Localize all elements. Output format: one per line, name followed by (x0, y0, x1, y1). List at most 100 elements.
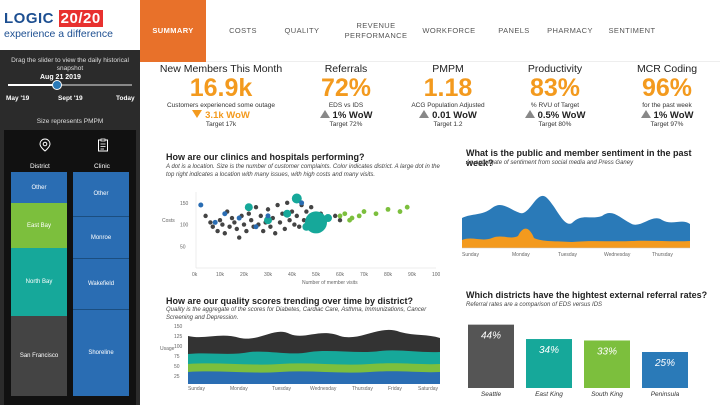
scatter-point[interactable] (215, 228, 220, 234)
scatter-chart[interactable]: Costs Number of member visits 0k 10k 20k 30… (160, 190, 440, 290)
kpi-productivity[interactable]: Productivity 83% % RVU of Target 0.5% Wo… (508, 63, 602, 128)
scatter-point[interactable] (237, 235, 242, 240)
district-column-label: District (30, 163, 50, 170)
scatter-point[interactable] (222, 211, 228, 217)
scatter-point[interactable] (210, 224, 215, 229)
district-other[interactable]: Other (11, 172, 67, 203)
scatter-point[interactable] (264, 216, 272, 225)
scatter-point[interactable] (244, 203, 253, 212)
scatter-point[interactable] (309, 205, 314, 210)
scatter-point[interactable] (305, 211, 327, 234)
scatter-point[interactable] (277, 220, 283, 225)
scatter-point[interactable] (294, 213, 299, 219)
referral-bar[interactable] (584, 340, 630, 388)
scatter-point[interactable] (342, 211, 348, 217)
slider-handle[interactable] (52, 80, 62, 90)
scatter-point[interactable] (273, 231, 278, 236)
scatter-point[interactable] (249, 218, 254, 223)
clinic-shoreline[interactable]: Shoreline (73, 310, 129, 396)
referral-category-label: East King (535, 391, 563, 398)
scatter-point[interactable] (253, 224, 259, 230)
kpi-new-members[interactable]: New Members This Month 16.9k Customers e… (158, 63, 284, 128)
kpi-pmpm[interactable]: PMPM 1.18 ACG Population Adjusted 0.01 W… (400, 63, 496, 128)
quality-chart[interactable]: 150 125 100 75 50 25 Usage Sunday Monday… (160, 322, 450, 400)
scatter-point[interactable] (212, 219, 218, 225)
scatter-point[interactable] (232, 220, 237, 225)
tab-sentiment[interactable]: SENTIMENT (608, 26, 656, 35)
scatter-point[interactable] (404, 204, 410, 210)
scatter-point[interactable] (287, 218, 292, 223)
kpi-value: 83% (529, 74, 581, 102)
scatter-point[interactable] (397, 209, 403, 214)
scatter-point[interactable] (229, 215, 235, 221)
scatter-point[interactable] (208, 220, 213, 225)
scatter-point[interactable] (283, 209, 292, 218)
sentiment-chart[interactable]: Sunday Monday Tuesday Wednesday Thursday (462, 168, 692, 260)
scatter-point[interactable] (265, 213, 271, 219)
scatter-y-tick: 100 (180, 223, 189, 229)
scatter-point[interactable] (385, 206, 391, 212)
kpi-title: New Members This Month (159, 63, 283, 75)
clinic-monroe[interactable]: Monroe (73, 217, 129, 259)
scatter-point[interactable] (246, 211, 251, 216)
down-arrow-icon (192, 110, 203, 118)
scatter-point[interactable] (222, 231, 227, 236)
tab-costs[interactable]: COSTS (229, 26, 257, 35)
scatter-point[interactable] (292, 222, 297, 227)
scatter-point[interactable] (236, 215, 242, 221)
scatter-point[interactable] (299, 200, 305, 206)
scatter-point[interactable] (241, 222, 247, 227)
tab-quality[interactable]: QUALITY (284, 26, 320, 35)
tab-summary[interactable]: SUMMARY (140, 0, 206, 62)
scatter-x-tick: 60k (336, 272, 345, 278)
scatter-point[interactable] (220, 222, 225, 227)
scatter-point[interactable] (337, 218, 343, 223)
scatter-point[interactable] (217, 218, 223, 223)
scatter-point[interactable] (333, 213, 338, 219)
scatter-point[interactable] (356, 213, 362, 219)
tab-revenue-performance[interactable]: REVENUE PERFORMANCE (344, 21, 408, 40)
scatter-point[interactable] (302, 222, 311, 231)
referral-bar-chart[interactable]: 44% Seattle 34% East King 33% South King 25% Pe… (462, 310, 716, 405)
scatter-point[interactable] (268, 224, 273, 229)
kpi-target: Target 72% (329, 121, 363, 128)
referral-bar[interactable] (468, 324, 514, 388)
kpi-referrals[interactable]: Referrals 72% EDS vs IDS 1% WoW Target 7… (300, 63, 392, 128)
scatter-point[interactable] (234, 226, 239, 232)
scatter-point[interactable] (244, 228, 249, 234)
scatter-point[interactable] (258, 213, 263, 219)
scatter-point[interactable] (373, 211, 379, 217)
scatter-point[interactable] (361, 209, 367, 214)
kpi-mcr-coding[interactable]: MCR Coding 96% for the past week 1% WoW … (620, 63, 714, 128)
kpi-target: Target 1.2 (433, 121, 463, 128)
scatter-point[interactable] (337, 213, 343, 219)
tab-panels[interactable]: PANELS (498, 26, 530, 35)
scatter-point[interactable] (297, 224, 302, 229)
scatter-point[interactable] (282, 226, 287, 232)
district-north-bay[interactable]: North Bay (11, 248, 67, 316)
scatter-point[interactable] (261, 228, 266, 234)
kpi-delta: 0.01 WoW (432, 110, 477, 121)
quality-area-other (188, 371, 440, 384)
scatter-point[interactable] (324, 214, 332, 223)
clinic-wakefield[interactable]: Wakefield (73, 259, 129, 310)
district-san-francisco[interactable]: San Francisco (11, 316, 67, 396)
scatter-point[interactable] (304, 209, 309, 214)
tab-workforce[interactable]: WORKFORCE (422, 26, 476, 35)
tab-pharmacy[interactable]: PHARMACY (547, 26, 593, 35)
scatter-point[interactable] (265, 207, 271, 212)
scatter-point[interactable] (198, 202, 204, 208)
slider-date: Aug 21 2019 (40, 74, 81, 81)
district-east-bay[interactable]: East Bay (11, 203, 67, 248)
referral-bar[interactable] (526, 339, 572, 388)
scatter-point[interactable] (203, 213, 208, 219)
scatter-point[interactable] (227, 224, 232, 229)
referral-bar[interactable] (642, 352, 688, 388)
date-slider[interactable] (8, 80, 132, 90)
scatter-point[interactable] (291, 193, 302, 204)
clinic-other[interactable]: Other (73, 172, 129, 217)
scatter-point[interactable] (253, 205, 259, 210)
scatter-point[interactable] (347, 217, 352, 223)
scatter-point[interactable] (275, 202, 280, 208)
scatter-point[interactable] (285, 200, 290, 206)
